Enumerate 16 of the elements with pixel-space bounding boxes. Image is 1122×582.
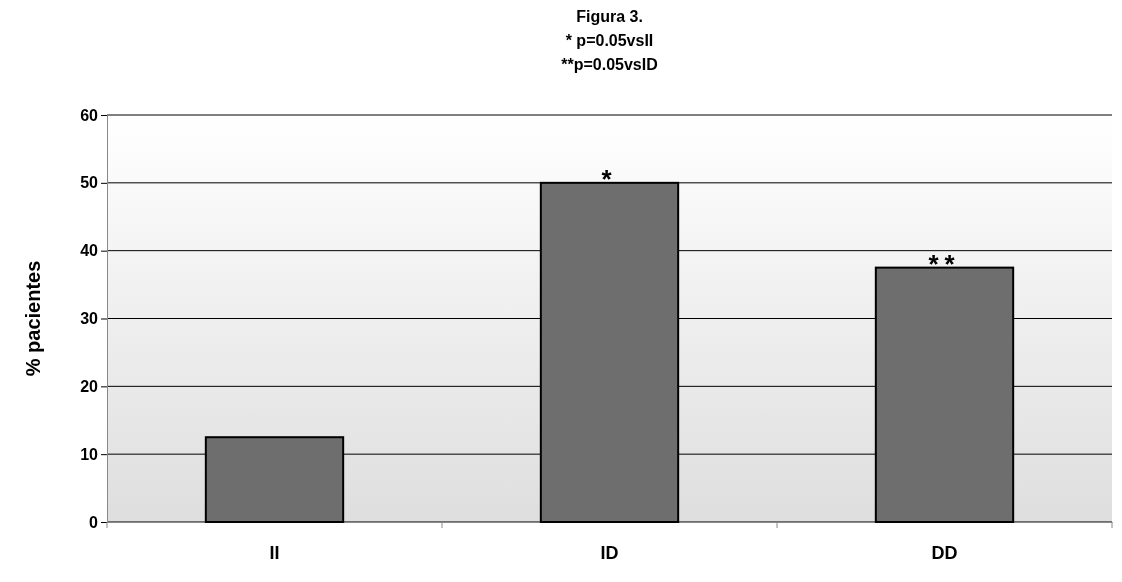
- y-tick-label: 0: [89, 513, 99, 531]
- text: * p=0.05vsII: [565, 32, 654, 49]
- annotation: *: [601, 163, 618, 194]
- annotation: **: [928, 248, 961, 279]
- text: **p=0.05vsID: [561, 56, 658, 73]
- x-tick-label: II: [269, 542, 280, 563]
- y-tick-label: 30: [80, 310, 99, 328]
- y-tick-label: 40: [80, 242, 99, 260]
- y-axis-title: % pacientes: [22, 260, 44, 377]
- chart-title: Figura 3.: [576, 8, 643, 25]
- x-tick-label: DD: [931, 542, 958, 563]
- y-tick-label: 50: [80, 174, 99, 192]
- y-tick-label: 60: [80, 106, 99, 124]
- x-tick-label: ID: [600, 542, 619, 563]
- y-tick-label: 20: [80, 377, 99, 395]
- y-tick-label: 10: [80, 445, 99, 463]
